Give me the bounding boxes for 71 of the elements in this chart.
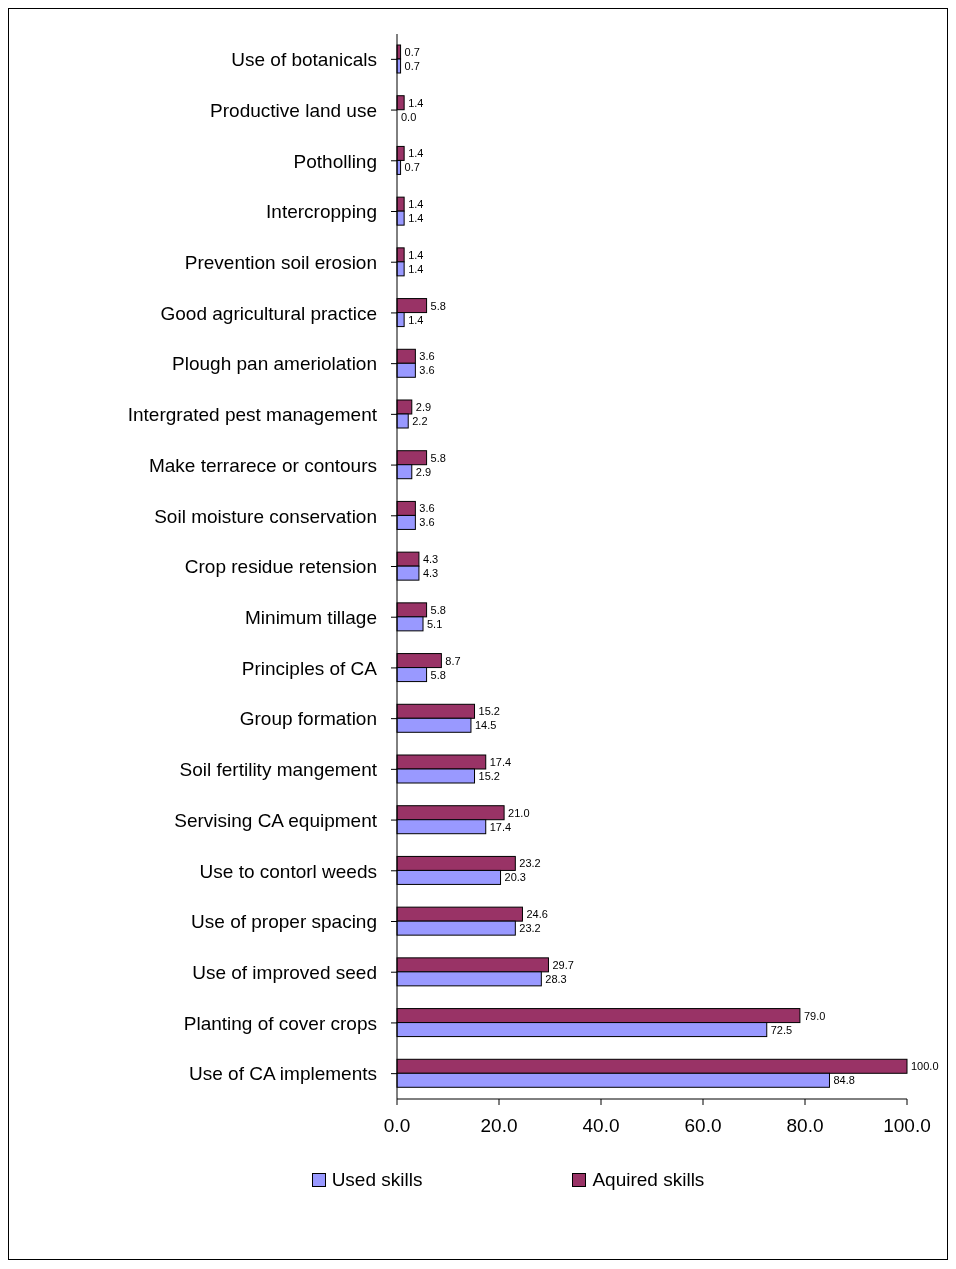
data-label: 17.4 — [489, 756, 512, 768]
data-label: 3.6 — [419, 502, 435, 515]
y-tick-label: Intercropping — [266, 201, 377, 223]
data-label: 15.2 — [478, 705, 500, 718]
data-label: 17.4 — [489, 820, 512, 833]
y-tick-label: Make terrarece or contours — [148, 454, 377, 476]
data-label: 8.7 — [445, 654, 461, 667]
data-label: 28.3 — [545, 972, 567, 985]
data-label: 23.2 — [519, 857, 541, 870]
data-label: 2.9 — [415, 401, 432, 413]
y-tick-label: Use of CA implements — [189, 1063, 377, 1085]
legend-label: Aquired skills — [592, 1169, 705, 1191]
y-tick-label: Plough pan ameriolation — [172, 353, 377, 375]
data-label: 5.8 — [430, 451, 446, 464]
data-label: 21.0 — [508, 806, 530, 819]
data-label: 5.1 — [427, 617, 443, 630]
data-label: 100.0 — [911, 1060, 939, 1073]
x-tick-label: 100.0 — [883, 1115, 931, 1137]
data-label: 1.4 — [408, 96, 424, 109]
y-tick-label: Planting of cover crops — [183, 1012, 377, 1034]
data-label: 29.7 — [552, 958, 574, 971]
y-tick-label: Good agricultural practice — [160, 302, 377, 324]
data-label: 0.7 — [404, 46, 420, 58]
data-label: 0.0 — [401, 110, 417, 123]
y-tick-label: Minimum tillage — [245, 606, 377, 628]
x-tick-label: 0.0 — [383, 1115, 411, 1137]
data-label: 0.7 — [404, 161, 420, 174]
data-label: 1.4 — [408, 198, 424, 211]
y-tick-label: Soil moisture conservation — [154, 505, 377, 527]
data-label: 15.2 — [478, 770, 500, 782]
y-tick-label: Principles of CA — [241, 657, 378, 679]
data-label: 5.8 — [430, 299, 446, 312]
data-label: 0.7 — [404, 60, 420, 72]
data-label: 14.5 — [474, 719, 497, 732]
data-label: 3.6 — [419, 350, 435, 363]
data-label: 2.2 — [412, 415, 428, 427]
data-label: 5.8 — [430, 668, 446, 681]
data-label: 3.6 — [419, 364, 435, 377]
data-label: 20.3 — [504, 871, 526, 884]
data-label: 1.4 — [408, 147, 424, 160]
y-tick-label: Use of botanicals — [231, 49, 377, 71]
data-label: 1.4 — [408, 248, 424, 261]
y-tick-label: Use of improved seed — [192, 961, 377, 983]
y-tick-label: Prevention soil erosion — [184, 251, 377, 273]
data-label: 79.0 — [803, 1009, 826, 1022]
y-tick-label: Soil fertility mangement — [179, 759, 378, 781]
y-tick-label: Intergrated pest management — [127, 404, 378, 426]
x-tick-label: 80.0 — [786, 1115, 824, 1137]
data-label: 2.9 — [415, 465, 432, 478]
data-label: 3.6 — [419, 516, 435, 529]
data-label: 4.3 — [422, 567, 439, 580]
data-label: 72.5 — [770, 1023, 793, 1036]
data-label: 1.4 — [408, 262, 424, 275]
data-label: 1.4 — [408, 313, 424, 326]
y-tick-label: Productive land use — [210, 99, 377, 121]
data-label: 1.4 — [408, 212, 424, 225]
x-tick-label: 40.0 — [582, 1115, 620, 1137]
data-label: 84.8 — [833, 1074, 855, 1087]
x-tick-label: 20.0 — [480, 1115, 518, 1137]
data-label: 5.8 — [430, 603, 446, 616]
y-tick-label: Group formation — [239, 708, 377, 730]
data-label: 23.2 — [519, 922, 541, 935]
y-tick-label: Crop residue retension — [184, 556, 377, 578]
x-tick-label: 60.0 — [684, 1115, 722, 1137]
data-label: 4.3 — [422, 553, 439, 566]
y-tick-label: Potholling — [293, 150, 377, 172]
y-tick-label: Servising CA equipment — [174, 809, 378, 831]
legend-label: Used skills — [331, 1169, 423, 1191]
y-tick-label: Use of proper spacing — [191, 911, 377, 933]
y-tick-label: Use to contorl weeds — [199, 860, 377, 882]
data-label: 24.6 — [526, 908, 548, 921]
